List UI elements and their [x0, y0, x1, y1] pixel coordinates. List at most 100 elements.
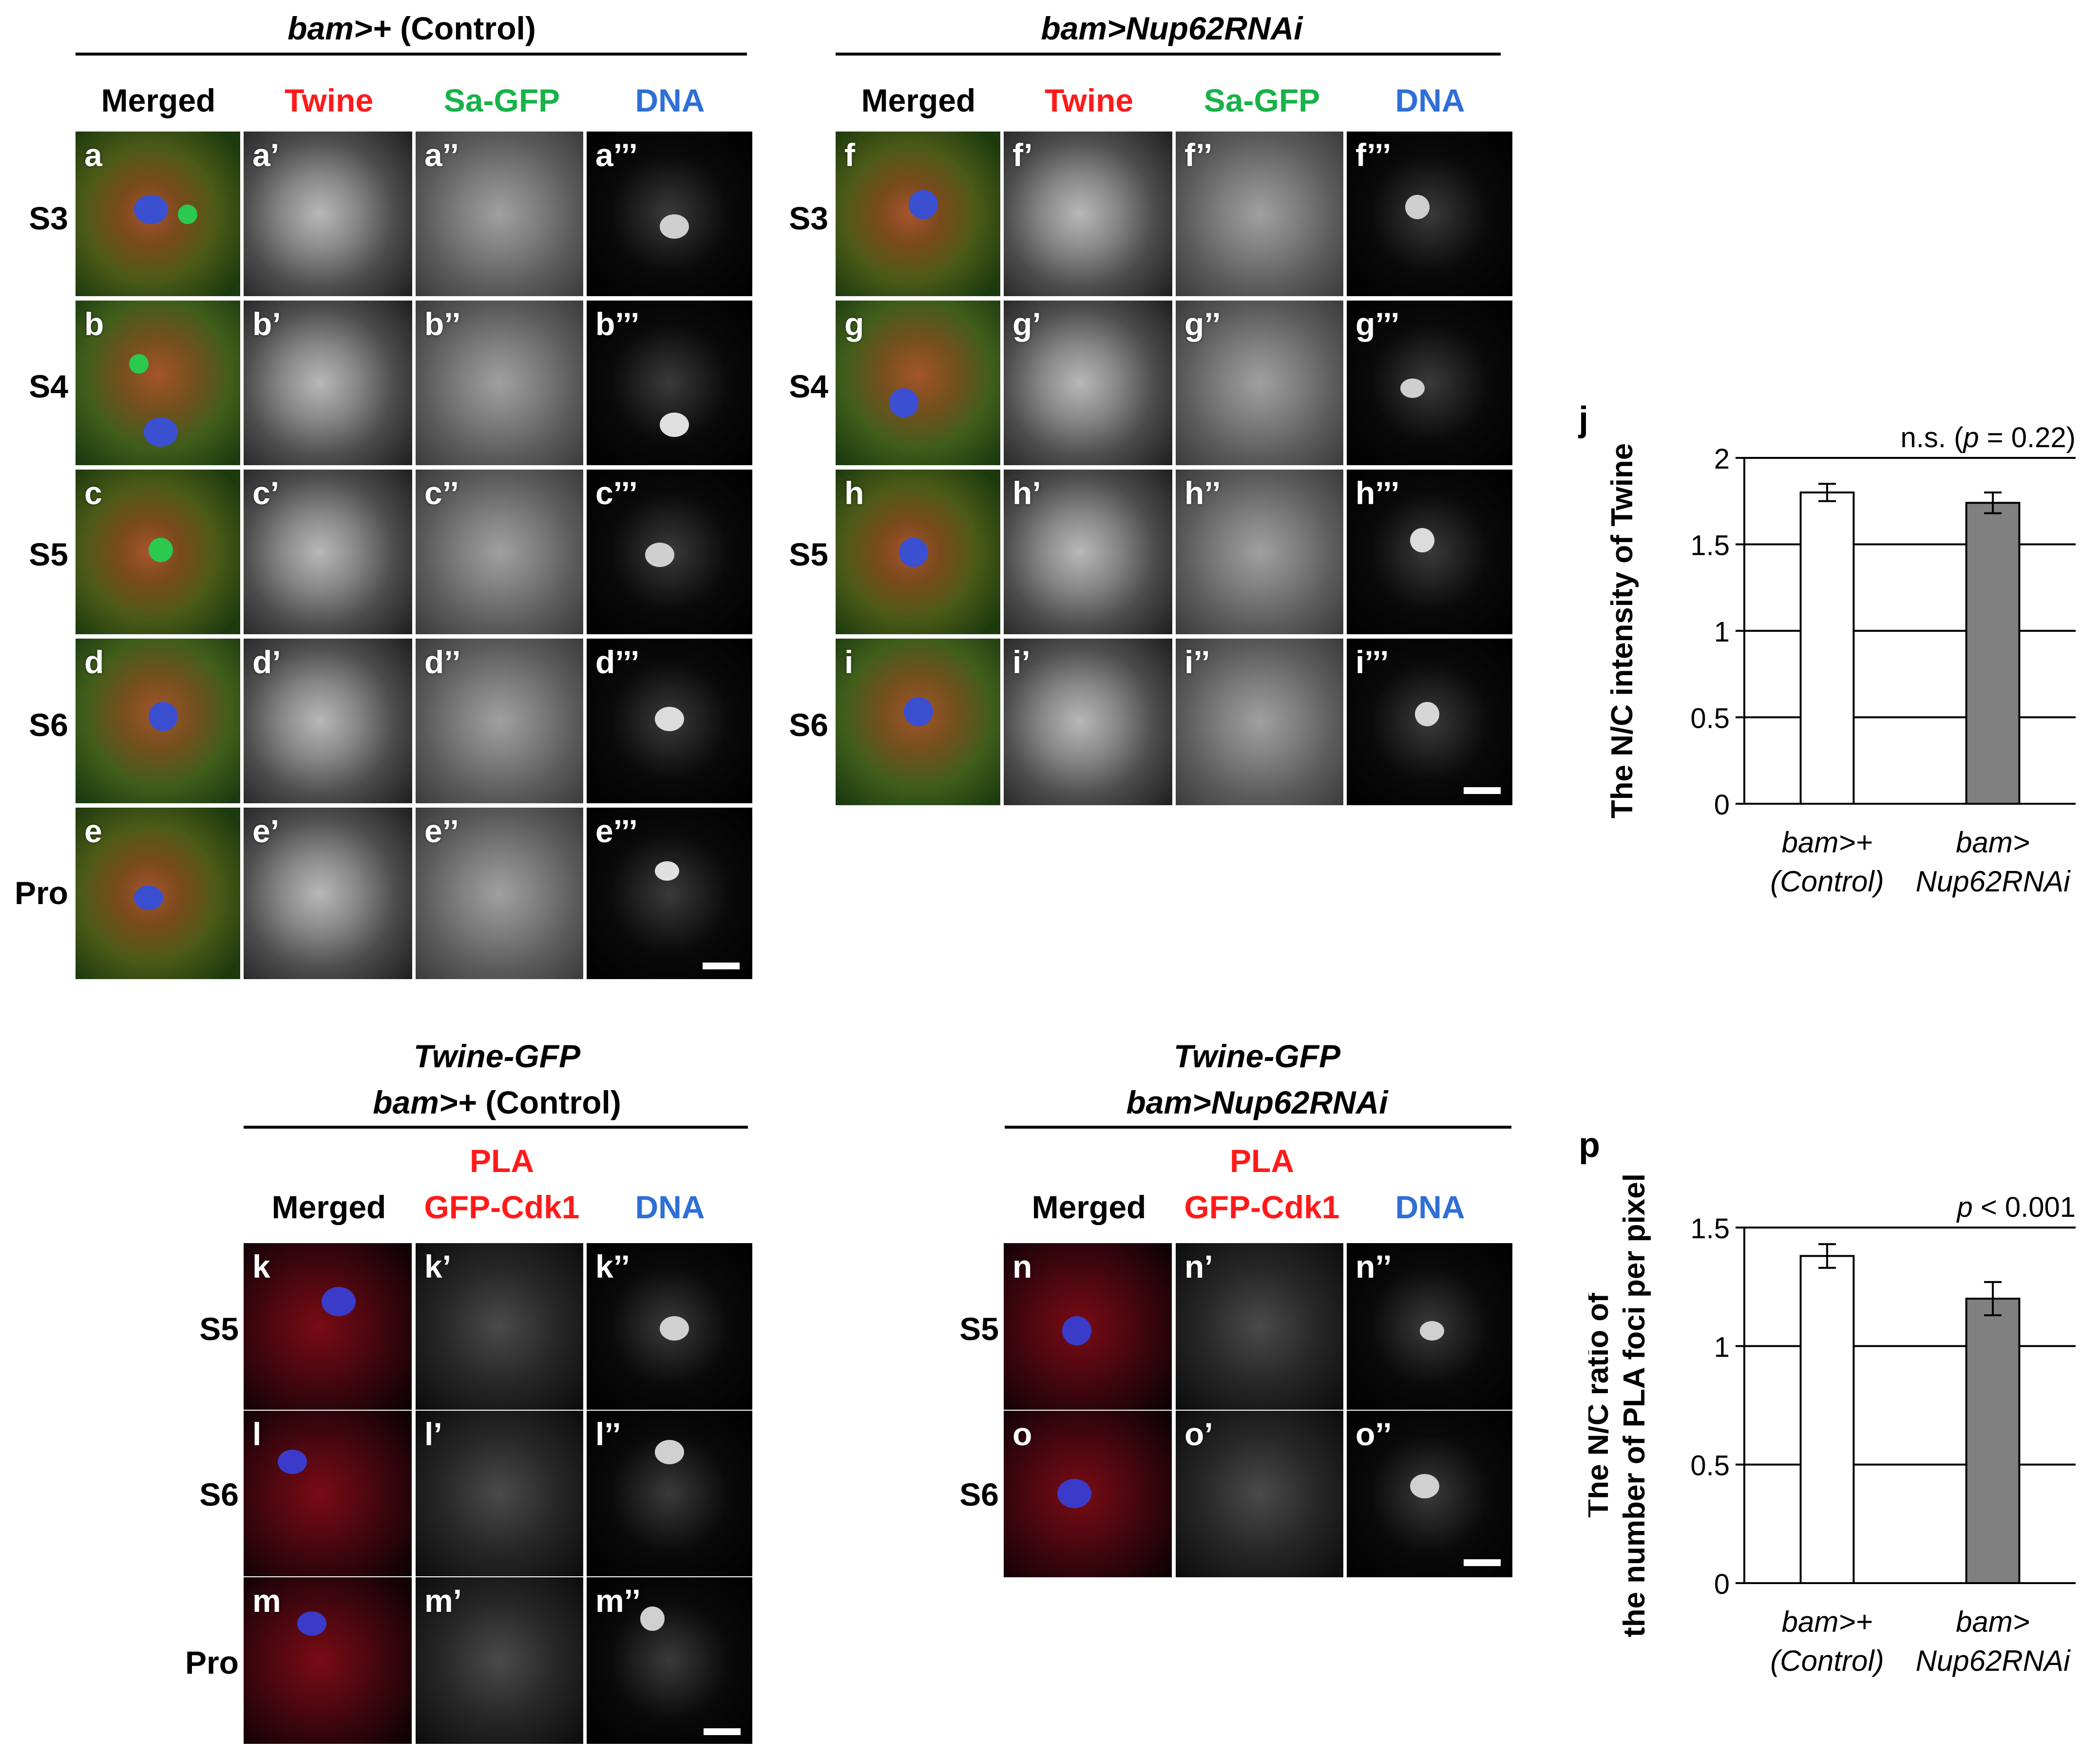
panel-label: i: [844, 644, 854, 680]
panel-e: e: [76, 808, 240, 979]
group-b-stage-s6: S6: [789, 707, 828, 743]
panel-label: k’: [424, 1248, 452, 1285]
panel-d: d: [76, 639, 240, 803]
panel-label: m’’: [595, 1583, 641, 1619]
group-d-header-line1: Twine-GFP: [1004, 1038, 1510, 1075]
panel-label: h: [844, 475, 864, 511]
group-c-col-dna: DNA: [635, 1189, 705, 1225]
chromosome-spot: [645, 543, 674, 567]
panel-k-double-prime: k’’: [587, 1243, 752, 1410]
y-axis-label-line1: The N/C ratio of: [1588, 1293, 1615, 1518]
group-c-stage-pro: Pro: [185, 1645, 239, 1681]
panel-label: b’’’: [595, 306, 640, 342]
panel-label: c: [84, 475, 102, 511]
group-d-pla-label: PLA: [1230, 1143, 1294, 1179]
category-label: Nup62RNAi: [1916, 865, 2071, 898]
bar: [1965, 502, 2021, 805]
group-a-col-merged: Merged: [101, 82, 216, 118]
panel-label: f: [844, 137, 855, 173]
group-c-col-gfp-cdk1: GFP-Cdk1: [424, 1189, 580, 1225]
group-d-col-merged: Merged: [1031, 1189, 1146, 1225]
nucleus-dna-blob: [1062, 1316, 1091, 1345]
group-c-genotype: bam>+: [373, 1084, 477, 1120]
category-label: bam>: [1956, 1606, 2030, 1638]
scale-bar: [703, 963, 740, 969]
nucleus-dna-blob: [909, 190, 938, 219]
panel-label: n’: [1184, 1248, 1213, 1285]
group-a-col-sa-gfp: Sa-GFP: [443, 82, 560, 118]
group-d-rule: [1005, 1126, 1511, 1129]
nucleus-dna-blob: [144, 417, 178, 447]
nucleolus-gfp-blob: [149, 538, 173, 562]
panel-m-prime: m’: [416, 1577, 583, 1744]
panel-label: f’’’: [1355, 137, 1392, 173]
chromosome-spot: [1405, 195, 1430, 219]
group-c-control-label: (Control): [476, 1084, 621, 1120]
group-a-col-twine: Twine: [284, 82, 374, 118]
panel-label: g: [844, 306, 864, 342]
panel-label: a: [84, 137, 102, 173]
panel-label: n’’: [1355, 1248, 1392, 1285]
panel-h-prime: h’: [1004, 470, 1172, 634]
nucleus-dna-blob: [278, 1450, 307, 1474]
panel-b-prime: b’: [244, 301, 412, 465]
category-label: Nup62RNAi: [1916, 1645, 2071, 1677]
panel-label: c’’: [424, 475, 459, 511]
panel-f-double-prime: f’’: [1176, 132, 1343, 296]
group-c-col-merged: Merged: [271, 1189, 386, 1225]
group-c-reporter: Twine-GFP: [413, 1038, 581, 1074]
panel-g-triple-prime: g’’’: [1347, 301, 1512, 465]
chromosome-spot: [660, 413, 689, 437]
panel-f-triple-prime: f’’’: [1347, 132, 1512, 296]
panel-label: n: [1012, 1248, 1032, 1285]
y-tick-label: 0: [1714, 789, 1730, 821]
y-tick-label: 1.5: [1690, 530, 1730, 562]
panel-a-double-prime: a’’: [416, 132, 583, 296]
chromosome-spot: [640, 1607, 665, 1631]
bar: [1799, 491, 1855, 805]
group-b-stage-s4: S4: [789, 368, 828, 404]
panel-label: k’’: [595, 1248, 630, 1285]
group-b-stage-s5: S5: [789, 536, 828, 572]
panel-d-triple-prime: d’’’: [587, 639, 752, 803]
panel-d-double-prime: d’’: [416, 639, 583, 803]
panel-f: f: [836, 132, 1000, 296]
panel-a-prime: a’: [244, 132, 412, 296]
panel-label: e’’: [424, 813, 459, 849]
y-axis-label-line2: the number of PLA foci per pixel: [1618, 1173, 1651, 1637]
group-b-col-sa-gfp: Sa-GFP: [1203, 82, 1320, 118]
group-a-header: bam>+ (Control): [76, 10, 748, 47]
panel-label: h’: [1012, 475, 1041, 511]
chromosome-spot: [655, 707, 684, 731]
panel-m-double-prime: m’’: [587, 1577, 752, 1744]
chart-j: 0 0.5 1 1.5 2 bam>+ (Control) bam> Nup62RNAi n.s.…: [1605, 422, 2076, 898]
category-label: (Control): [1770, 865, 1884, 898]
group-c-rule: [244, 1126, 748, 1129]
annotation-value: = 0.22): [1979, 422, 2076, 454]
panel-i-triple-prime: i’’’: [1347, 639, 1512, 805]
panel-label: f’’: [1184, 137, 1213, 173]
panel-b-triple-prime: b’’’: [587, 301, 752, 465]
group-b-col-twine: Twine: [1044, 82, 1134, 118]
group-a-col-dna: DNA: [635, 82, 705, 118]
scale-bar: [1464, 1559, 1501, 1566]
nucleus-dna-blob: [149, 702, 178, 731]
chart-p-panel-letter: p: [1579, 1126, 1600, 1165]
group-a-stage-pro: Pro: [14, 875, 68, 911]
group-b-col-merged: Merged: [861, 82, 976, 118]
panel-label: m’: [424, 1583, 462, 1619]
scale-bar: [704, 1728, 741, 1735]
chromosome-spot: [660, 214, 689, 239]
chromosome-spot: [655, 1440, 684, 1464]
annotation-prefix: n.s. (: [1901, 422, 1964, 454]
group-d-genotype: bam>Nup62RNAi: [1126, 1084, 1388, 1120]
panel-label: a’: [252, 137, 280, 173]
panel-n-prime: n’: [1176, 1243, 1343, 1410]
nucleus-dna-blob: [297, 1611, 326, 1636]
panel-label: k: [252, 1248, 270, 1285]
y-tick-label: 0.5: [1690, 1450, 1730, 1482]
panel-label: h’’: [1184, 475, 1221, 511]
group-c-stage-s6: S6: [199, 1476, 239, 1512]
chromosome-spot: [1410, 1474, 1439, 1498]
group-a-genotype: bam>+: [287, 10, 391, 46]
